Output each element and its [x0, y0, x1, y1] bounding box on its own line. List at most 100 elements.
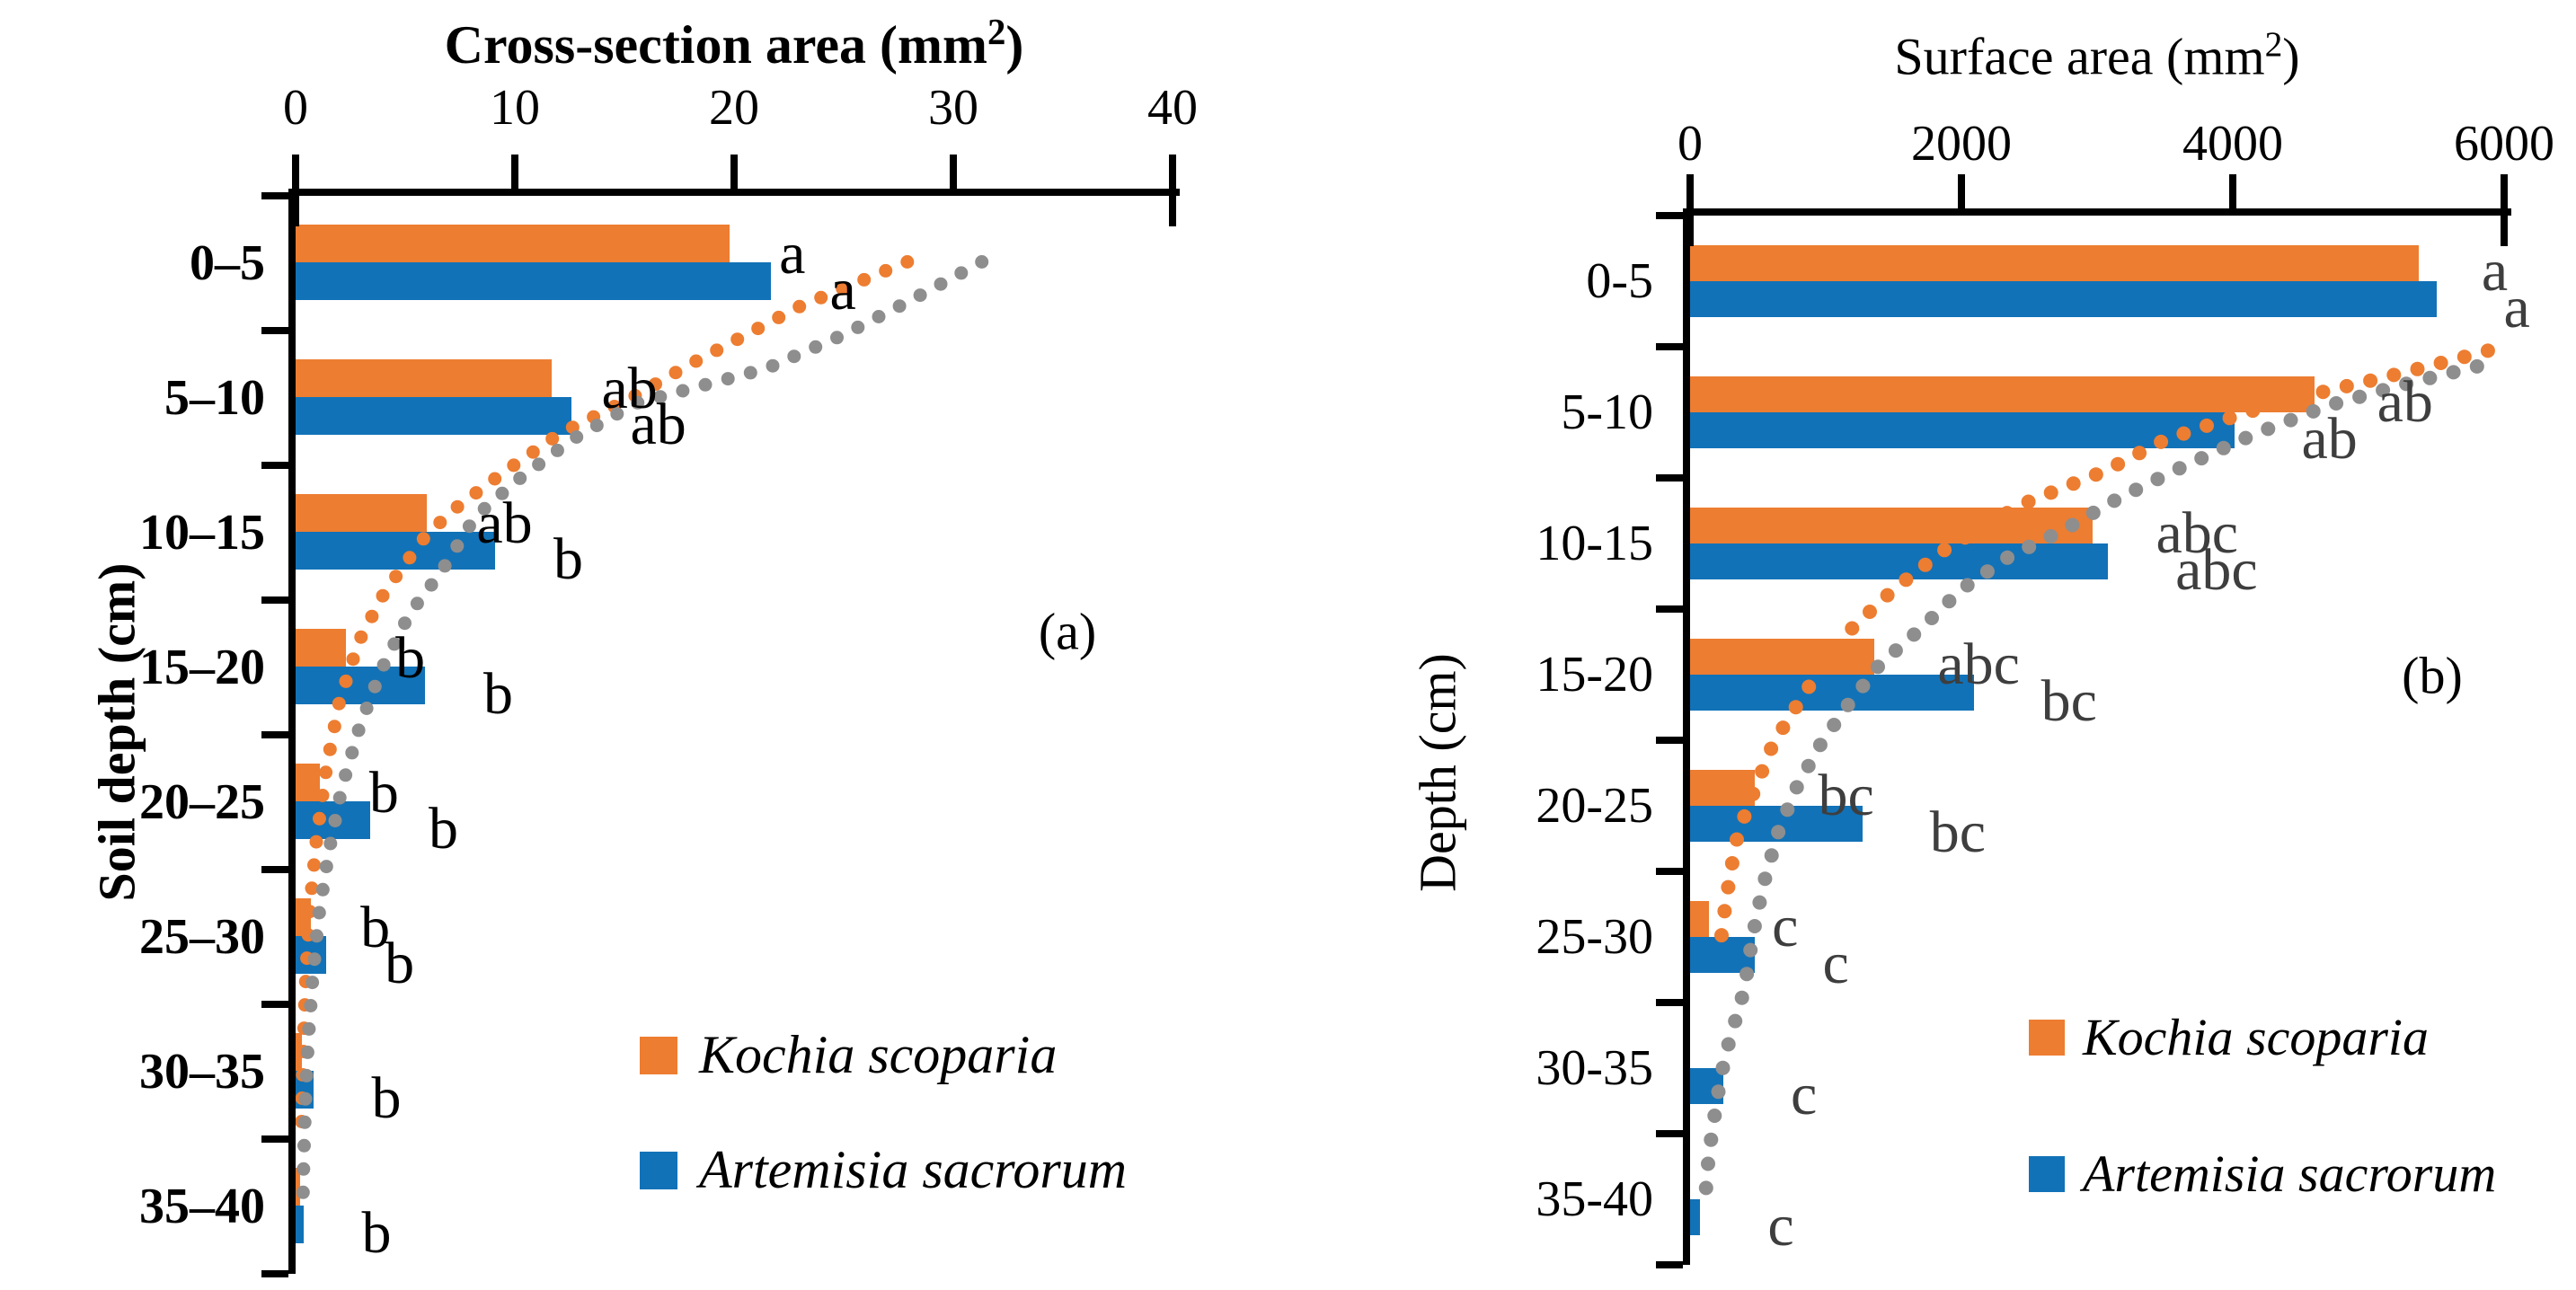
trend-dot [698, 377, 713, 392]
significance-letter: b [361, 1200, 392, 1266]
trend-dot [2088, 467, 2103, 482]
significance-letter: ab [2301, 406, 2358, 472]
x-tick-label: 4000 [2182, 116, 2283, 172]
data-bar-artemisia [1690, 1068, 1723, 1104]
category-label: 0-5 [1586, 253, 1653, 309]
category-label: 15-20 [1536, 647, 1653, 702]
category-label: 5–10 [164, 370, 265, 426]
legend-b-artemisia-swatch-icon [2029, 1155, 2065, 1192]
trend-dot [872, 310, 886, 323]
significance-letter: ab [630, 392, 686, 457]
trend-dot [2129, 482, 2144, 498]
data-bar-kochia [296, 898, 312, 936]
significance-letter: a [779, 221, 806, 287]
trend-dot [1701, 1156, 1715, 1171]
trend-dot [2446, 365, 2461, 380]
trend-dot [2433, 356, 2448, 370]
y-axis-tick [261, 866, 288, 873]
trend-dot [1698, 1180, 1713, 1196]
x-axis-tick [1686, 174, 1694, 208]
x-tick-label: 6000 [2454, 116, 2554, 172]
trend-dot [814, 290, 828, 305]
trend-dot [913, 288, 927, 303]
trend-dot [450, 499, 465, 514]
x-tick-label: 2000 [1911, 116, 2012, 172]
data-bar-kochia [296, 225, 730, 262]
trend-dot [319, 765, 333, 780]
data-bar-kochia [1690, 901, 1710, 937]
trend-dot [410, 596, 424, 611]
trend-dot [1764, 848, 1779, 863]
significance-letter: c [1767, 1193, 1794, 1259]
x-axis-tick [730, 155, 738, 189]
trend-dot [354, 630, 368, 644]
category-label: 10-15 [1536, 516, 1653, 571]
trend-dot [2363, 373, 2378, 388]
trend-dot [743, 366, 757, 380]
significance-letter: b [385, 931, 415, 996]
y-axis-tick [1656, 212, 1683, 219]
legend-b-row-artemisia: Artemisia sacrorum [2029, 1144, 2496, 1204]
trend-dot [2480, 343, 2495, 358]
legend-b-artemisia-label: Artemisia sacrorum [2083, 1144, 2497, 1203]
x-axis-tick [2501, 174, 2508, 208]
trend-dot [1845, 621, 1860, 636]
significance-letter: b [428, 796, 458, 861]
trend-dot [1717, 904, 1732, 919]
category-label: 25-30 [1536, 909, 1653, 965]
trend-dot [1925, 611, 1939, 625]
significance-letter: c [1822, 931, 1849, 996]
trend-dot [532, 457, 546, 472]
chart-a-y-axis-label: Soil depth (cm) [87, 562, 146, 902]
data-bar-artemisia [296, 397, 572, 435]
trend-dot [1707, 1109, 1722, 1123]
y-axis-tick [1656, 1130, 1683, 1137]
trend-dot [345, 746, 359, 760]
significance-letter: bc [1929, 800, 1987, 865]
trend-dot [1789, 780, 1804, 795]
legend-a-kochia-label: Kochia scoparia [699, 1025, 1058, 1084]
trend-dot [689, 354, 704, 368]
category-label: 30-35 [1536, 1040, 1653, 1096]
data-bar-artemisia [296, 936, 327, 974]
trend-dot [297, 1115, 312, 1129]
significance-letter: b [482, 661, 513, 727]
trend-dot [389, 570, 403, 584]
significance-letter: a [829, 257, 856, 322]
chart-a-title-text: Cross-section area (mm [444, 15, 987, 75]
legend-b-kochia-label: Kochia scoparia [2083, 1008, 2430, 1066]
significance-letter: b [395, 625, 426, 691]
trend-dot [1812, 738, 1828, 753]
trend-dot [1863, 605, 1877, 619]
trend-dot [1747, 919, 1762, 933]
y-axis-tick [1656, 474, 1683, 482]
x-axis-tick-nub [292, 196, 299, 226]
x-axis-tick-nub [2501, 216, 2508, 246]
chart-b-y-axis-label: Depth (cm) [1408, 653, 1467, 892]
trend-dot [2315, 384, 2331, 400]
significance-letter: b [360, 895, 391, 960]
x-axis-tick [1169, 155, 1176, 189]
data-bar-artemisia [296, 667, 425, 704]
trend-dot [2261, 421, 2276, 437]
trend-dot [1721, 1037, 1736, 1052]
trend-dot [1757, 871, 1773, 887]
trend-dot [297, 998, 312, 1012]
x-axis-line [1683, 208, 2511, 216]
data-bar-artemisia [296, 1071, 314, 1109]
category-label: 35-40 [1536, 1171, 1653, 1227]
chart-a-title-sup: 2 [987, 12, 1006, 52]
data-bar-kochia [1690, 639, 1875, 675]
y-axis-tick [261, 327, 288, 334]
trend-dot [507, 458, 521, 473]
trend-dot [1827, 718, 1842, 732]
trend-dot [751, 322, 766, 336]
legend-a-kochia-swatch-icon [640, 1036, 677, 1074]
category-label: 0–5 [190, 235, 265, 291]
legend-a-artemisia-swatch-icon [640, 1151, 677, 1189]
legend-a-row-artemisia: Artemisia sacrorum [640, 1139, 1127, 1201]
data-bar-kochia [1690, 508, 2094, 543]
trend-dot [1888, 643, 1903, 658]
data-bar-kochia [1690, 770, 1756, 806]
trend-dot [2339, 378, 2354, 393]
